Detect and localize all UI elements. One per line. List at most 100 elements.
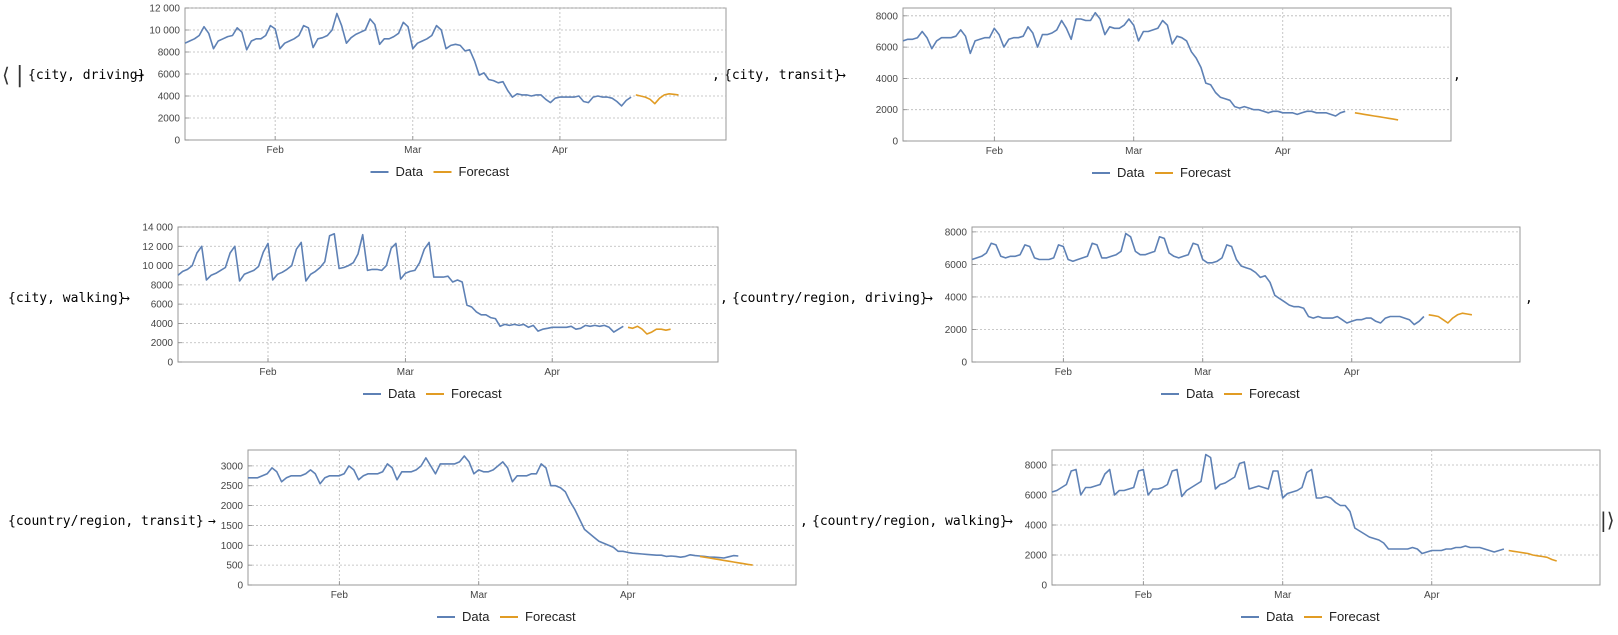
y-tick-label: 0 xyxy=(174,136,180,147)
x-tick-label: Feb xyxy=(259,367,277,378)
chart-city-driving: 0 2000 4000 6000 8000 10 000 12 000 Feb Mar Apr Da… xyxy=(149,4,727,179)
assoc-open-bracket: ⟨ xyxy=(2,63,10,87)
legend-label-forecast: Forecast xyxy=(459,164,510,179)
y-tick-label: 2000 xyxy=(158,114,181,125)
legend: Data Forecast xyxy=(370,164,510,179)
legend-label-data: Data xyxy=(1266,609,1294,624)
y-tick-label: 8000 xyxy=(876,11,899,22)
comma-3: , xyxy=(720,291,728,306)
legend: Data Forecast xyxy=(1161,386,1300,401)
y-tick-label: 6000 xyxy=(151,300,174,311)
y-tick-label: 10 000 xyxy=(149,26,180,37)
y-tick-label: 4000 xyxy=(876,74,899,85)
x-tick-label: Mar xyxy=(1194,367,1212,378)
x-tick-label: Apr xyxy=(552,145,568,156)
chart-country-transit: 0 500 1000 1500 2000 2500 3000 Feb Mar Apr Data For… xyxy=(221,449,797,624)
y-tick-label: 8000 xyxy=(1025,461,1048,472)
series-line-data xyxy=(177,233,624,333)
x-tick-label: Feb xyxy=(986,146,1004,157)
y-tick-label: 4000 xyxy=(945,292,968,303)
chart-country-driving: 0 2000 4000 6000 8000 Feb Mar Apr Data Forecast xyxy=(945,226,1521,401)
x-tick-label: Feb xyxy=(331,590,349,601)
y-tick-label: 2000 xyxy=(221,501,244,512)
legend: Data Forecast xyxy=(1092,165,1231,180)
legend: Data Forecast xyxy=(437,609,576,624)
comma-4: , xyxy=(1525,291,1533,306)
x-tick-label: Mar xyxy=(1125,146,1143,157)
arrow-country-walking: → xyxy=(1005,514,1013,529)
x-tick-label: Apr xyxy=(1344,367,1360,378)
y-tick-label: 2000 xyxy=(151,338,174,349)
y-tick-label: 0 xyxy=(237,581,243,592)
y-tick-label: 6000 xyxy=(158,70,181,81)
arrow-country-driving: → xyxy=(925,291,933,306)
x-tick-label: Mar xyxy=(397,367,415,378)
x-tick-label: Feb xyxy=(1135,590,1153,601)
y-tick-label: 500 xyxy=(226,561,243,572)
y-tick-label: 6000 xyxy=(945,260,968,271)
series-line-forecast xyxy=(635,93,679,105)
y-tick-label: 2000 xyxy=(1025,551,1048,562)
plot-frame xyxy=(902,7,1452,142)
key-city-driving: {city, driving} xyxy=(28,68,146,83)
y-tick-label: 6000 xyxy=(876,43,899,54)
legend-label-forecast: Forecast xyxy=(1180,165,1231,180)
legend-label-forecast: Forecast xyxy=(451,386,502,401)
legend-label-forecast: Forecast xyxy=(525,609,576,624)
legend-label-data: Data xyxy=(396,164,424,179)
y-tick-label: 12 000 xyxy=(142,242,173,253)
x-tick-label: Feb xyxy=(267,145,285,156)
plot-frame xyxy=(971,226,1521,363)
legend-label-forecast: Forecast xyxy=(1329,609,1380,624)
x-tick-label: Feb xyxy=(1055,367,1073,378)
series-line-forecast xyxy=(1508,549,1557,562)
comma-2: , xyxy=(1453,68,1461,83)
arrow-country-transit: → xyxy=(208,514,216,529)
key-country-walking: {country/region, walking} xyxy=(812,514,1008,529)
series-line-data xyxy=(184,12,632,107)
key-country-driving: {country/region, driving} xyxy=(732,291,928,306)
y-tick-label: 1000 xyxy=(221,541,244,552)
y-tick-label: 4000 xyxy=(151,319,174,330)
x-tick-label: Apr xyxy=(1275,146,1291,157)
plot-frame xyxy=(1051,449,1601,586)
y-tick-label: 0 xyxy=(1041,581,1047,592)
comma-5: , xyxy=(800,514,808,529)
x-tick-label: Apr xyxy=(1424,590,1440,601)
y-tick-label: 4000 xyxy=(158,92,181,103)
legend-label-data: Data xyxy=(1117,165,1145,180)
x-tick-label: Apr xyxy=(544,367,560,378)
legend: Data Forecast xyxy=(1241,609,1380,624)
chart-city-walking: 0 2000 4000 6000 8000 10 000 12 000 14 000 Feb Ma… xyxy=(142,223,719,401)
y-tick-label: 2000 xyxy=(945,325,968,336)
y-tick-label: 0 xyxy=(167,358,173,369)
series-line-forecast xyxy=(627,325,671,335)
y-tick-label: 12 000 xyxy=(149,4,180,15)
legend-label-forecast: Forecast xyxy=(1249,386,1300,401)
x-tick-label: Mar xyxy=(470,590,488,601)
series-line-data xyxy=(1051,453,1505,555)
key-city-walking: {city, walking} xyxy=(8,291,126,306)
y-tick-label: 6000 xyxy=(1025,491,1048,502)
y-tick-label: 8000 xyxy=(158,48,181,59)
x-tick-label: Mar xyxy=(404,145,422,156)
y-tick-label: 2500 xyxy=(221,481,244,492)
series-line-data xyxy=(248,455,739,559)
legend: Data Forecast xyxy=(363,386,502,401)
y-tick-label: 2000 xyxy=(876,105,899,116)
y-tick-label: 14 000 xyxy=(142,223,173,234)
key-country-transit: {country/region, transit} xyxy=(8,514,204,529)
y-tick-label: 0 xyxy=(892,137,898,148)
legend-label-data: Data xyxy=(1186,386,1214,401)
series-line-forecast xyxy=(699,555,753,566)
y-tick-label: 0 xyxy=(961,358,967,369)
assoc-close-bracket: |⟩ xyxy=(1600,508,1615,532)
y-tick-label: 3000 xyxy=(221,461,244,472)
arrow-city-driving: → xyxy=(135,68,143,83)
y-tick-label: 8000 xyxy=(945,227,968,238)
arrow-city-transit: → xyxy=(838,68,846,83)
assoc-open-bar: | xyxy=(16,63,24,88)
y-tick-label: 10 000 xyxy=(142,261,173,272)
series-line-data xyxy=(971,232,1425,326)
